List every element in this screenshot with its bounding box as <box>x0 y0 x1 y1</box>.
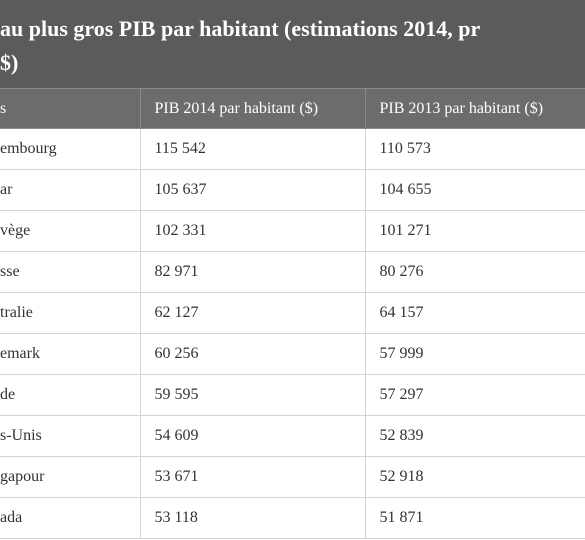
title-line: $) <box>0 50 19 75</box>
table-cell: 53 671 <box>139 456 366 498</box>
table-cell: 102 331 <box>139 210 366 252</box>
table-cell: emark <box>0 333 141 375</box>
title-band: au plus gros PIB par habitant (estimatio… <box>0 0 585 88</box>
table-cell: 52 839 <box>364 415 585 457</box>
table-cell: 115 542 <box>139 128 366 170</box>
table-cell: de <box>0 374 141 416</box>
table-cell: vège <box>0 210 141 252</box>
table-cell: 57 297 <box>364 374 585 416</box>
header-cell: PIB 2013 par habitant ($) <box>364 88 585 129</box>
table-cell: tralie <box>0 292 141 334</box>
table-cell: embourg <box>0 128 141 170</box>
header-cell: PIB 2014 par habitant ($) <box>139 88 366 129</box>
table-row: ada 53 118 51 871 <box>0 497 585 539</box>
table: s PIB 2014 par habitant ($) PIB 2013 par h… <box>0 88 585 539</box>
table-cell: s-Unis <box>0 415 141 457</box>
table-cell: 57 999 <box>364 333 585 375</box>
table-cell: 53 118 <box>139 497 366 539</box>
table-row: gapour 53 671 52 918 <box>0 456 585 498</box>
table-row: vège 102 331 101 271 <box>0 210 585 252</box>
table-cell: 52 918 <box>364 456 585 498</box>
title-line: au plus gros PIB par habitant (estimatio… <box>0 16 481 41</box>
table-cell: 101 271 <box>364 210 585 252</box>
table-cell: 51 871 <box>364 497 585 539</box>
table-row: de 59 595 57 297 <box>0 374 585 416</box>
header-cell: s <box>0 88 141 129</box>
table-row: emark 60 256 57 999 <box>0 333 585 375</box>
table-cell: 82 971 <box>139 251 366 293</box>
table-cell: 60 256 <box>139 333 366 375</box>
table-cell: 54 609 <box>139 415 366 457</box>
table-row: embourg 115 542 110 573 <box>0 128 585 170</box>
table-cell: 110 573 <box>364 128 585 170</box>
table-body: embourg 115 542 110 573 ar 105 637 104 655 vèg… <box>0 128 585 539</box>
table-row: sse 82 971 80 276 <box>0 251 585 293</box>
table-row: tralie 62 127 64 157 <box>0 292 585 334</box>
table-row: ar 105 637 104 655 <box>0 169 585 211</box>
table-cell: 80 276 <box>364 251 585 293</box>
table-cell: 104 655 <box>364 169 585 211</box>
table-cell: ada <box>0 497 141 539</box>
table-row: s-Unis 54 609 52 839 <box>0 415 585 457</box>
table-cell: 62 127 <box>139 292 366 334</box>
table-cell: 59 595 <box>139 374 366 416</box>
table-cell: ar <box>0 169 141 211</box>
table-cell: 64 157 <box>364 292 585 334</box>
table-cell: sse <box>0 251 141 293</box>
table-cell: 105 637 <box>139 169 366 211</box>
table-cell: gapour <box>0 456 141 498</box>
header-row: s PIB 2014 par habitant ($) PIB 2013 par h… <box>0 88 585 129</box>
